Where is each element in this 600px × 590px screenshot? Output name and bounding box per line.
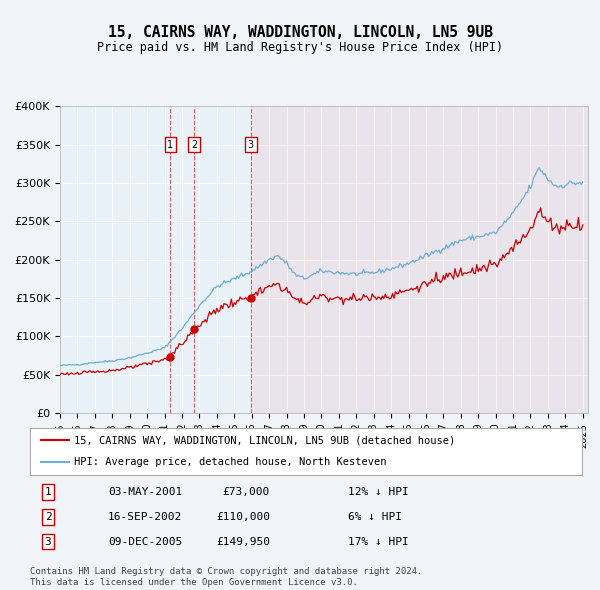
Text: £110,000: £110,000 [216, 512, 270, 522]
Bar [251, 106, 588, 413]
Text: 2: 2 [191, 140, 197, 149]
Text: 15, CAIRNS WAY, WADDINGTON, LINCOLN, LN5 9UB: 15, CAIRNS WAY, WADDINGTON, LINCOLN, LN5… [107, 25, 493, 40]
Text: 3: 3 [44, 536, 52, 546]
Text: 1: 1 [167, 140, 173, 149]
Text: 15, CAIRNS WAY, WADDINGTON, LINCOLN, LN5 9UB (detached house): 15, CAIRNS WAY, WADDINGTON, LINCOLN, LN5… [74, 435, 455, 445]
Text: HPI: Average price, detached house, North Kesteven: HPI: Average price, detached house, Nort… [74, 457, 386, 467]
Text: This data is licensed under the Open Government Licence v3.0.: This data is licensed under the Open Gov… [30, 578, 358, 588]
Text: 09-DEC-2005: 09-DEC-2005 [108, 536, 182, 546]
Text: Contains HM Land Registry data © Crown copyright and database right 2024.: Contains HM Land Registry data © Crown c… [30, 566, 422, 576]
Text: £73,000: £73,000 [223, 487, 270, 497]
Text: 1: 1 [44, 487, 52, 497]
Text: 3: 3 [248, 140, 254, 149]
Text: 6% ↓ HPI: 6% ↓ HPI [348, 512, 402, 522]
Text: Price paid vs. HM Land Registry's House Price Index (HPI): Price paid vs. HM Land Registry's House … [97, 41, 503, 54]
Text: 17% ↓ HPI: 17% ↓ HPI [348, 536, 409, 546]
Text: 2: 2 [44, 512, 52, 522]
Text: 16-SEP-2002: 16-SEP-2002 [108, 512, 182, 522]
Text: £149,950: £149,950 [216, 536, 270, 546]
Text: 03-MAY-2001: 03-MAY-2001 [108, 487, 182, 497]
Text: 12% ↓ HPI: 12% ↓ HPI [348, 487, 409, 497]
